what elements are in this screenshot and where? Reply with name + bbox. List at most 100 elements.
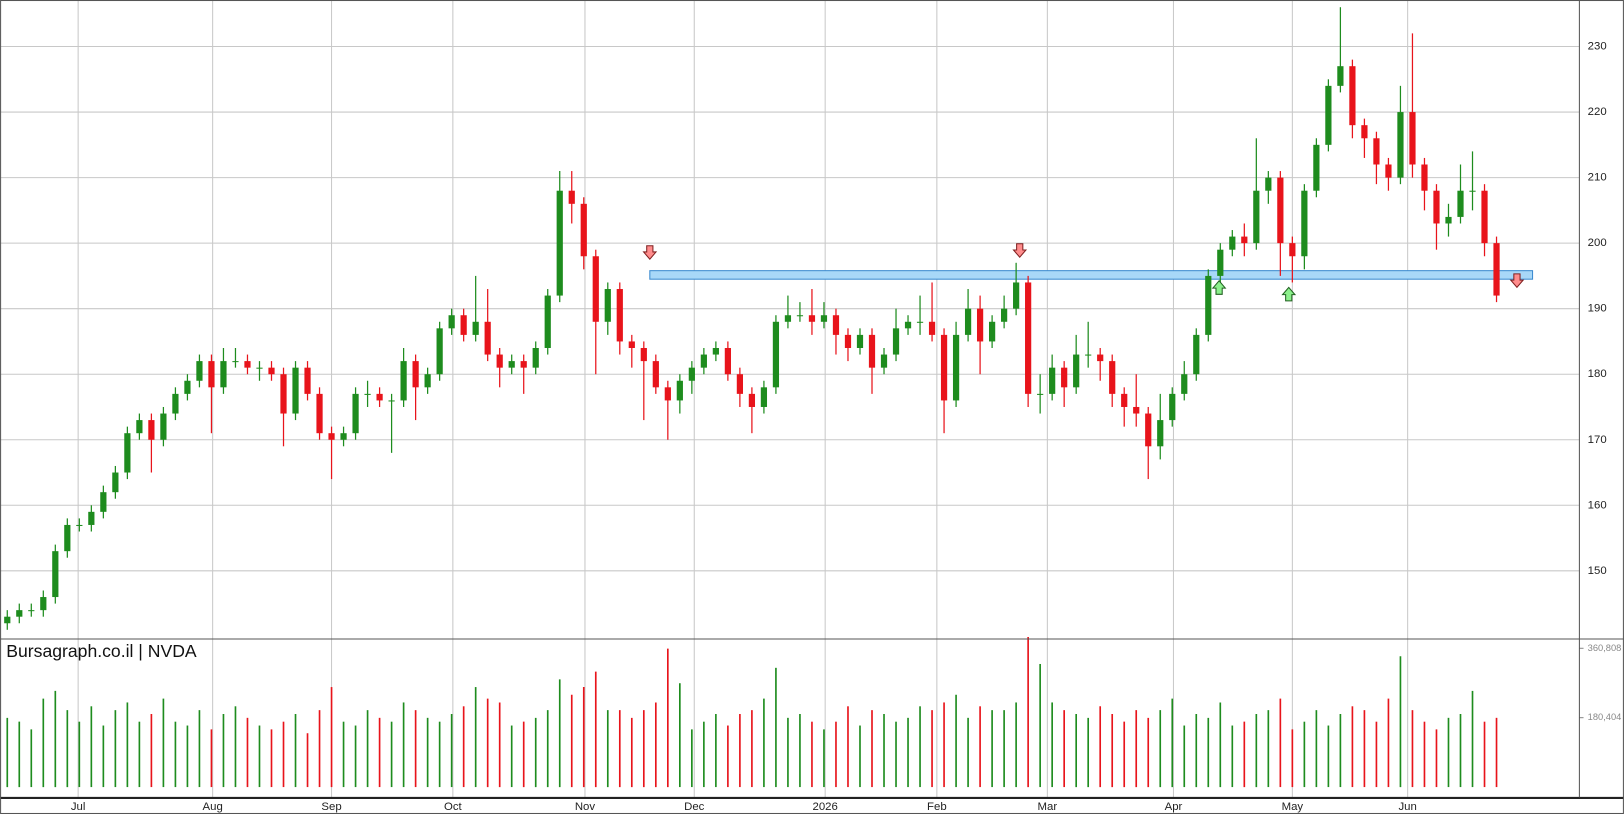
candle-body (64, 524, 71, 552)
grid (0, 0, 1584, 798)
candle-body (1421, 164, 1428, 191)
candle-body (1289, 243, 1296, 257)
candle-body (1469, 190, 1476, 192)
candle-body (1409, 112, 1416, 165)
candle-body (1193, 334, 1200, 375)
candle-body (460, 315, 467, 335)
candle-body (604, 289, 611, 322)
candle-body (148, 420, 155, 440)
candle-body (364, 393, 371, 395)
candle-body (1181, 374, 1188, 394)
candle-body (424, 374, 431, 388)
candle-body (1145, 413, 1152, 447)
x-tick-label: Jun (1398, 801, 1416, 813)
candle-body (244, 361, 251, 368)
volume-tick-label: 180,404 (1588, 712, 1622, 722)
candle-body (1109, 361, 1116, 394)
candle-body (1397, 112, 1404, 178)
candle-body (352, 393, 359, 434)
candle-body (760, 387, 768, 407)
candle-body (796, 315, 804, 317)
candle-body (184, 380, 191, 394)
resistance-zone (649, 270, 1534, 280)
candle-body (556, 190, 563, 296)
candle-body (904, 321, 912, 329)
candle-body (676, 380, 683, 401)
candle-body (976, 308, 984, 342)
candle-body (1133, 406, 1140, 414)
candle-body (844, 334, 852, 348)
candle-body (124, 433, 131, 473)
x-tick-label: 2026 (813, 801, 838, 813)
candle-body (1073, 354, 1080, 388)
candle-body (1361, 125, 1368, 139)
candle-body (112, 472, 119, 493)
candle-body (1097, 354, 1104, 362)
candle-body (988, 321, 996, 342)
candle-body (1445, 216, 1452, 224)
candle-body (1385, 164, 1392, 178)
x-tick-label: Mar (1038, 801, 1058, 813)
candle-body (16, 610, 23, 617)
candle-body (1277, 177, 1284, 244)
y-tick-label: 170 (1588, 434, 1607, 446)
signal-arrow (1281, 286, 1297, 302)
candle-body (1121, 393, 1128, 407)
y-tick-label: 160 (1588, 499, 1607, 511)
candle-body (724, 347, 731, 375)
candle-body (592, 256, 599, 322)
candle-body (340, 433, 347, 440)
candle-body (856, 334, 864, 348)
candle-body (736, 374, 743, 394)
candle-body (1061, 367, 1068, 388)
candle-body (820, 315, 828, 322)
candle-body (1241, 236, 1248, 244)
candle-body (436, 328, 443, 375)
candle-body (1085, 354, 1092, 356)
candle-body (1205, 275, 1212, 335)
candle-body (1229, 236, 1236, 250)
x-tick-label: Sep (321, 801, 341, 813)
candle-body (1265, 177, 1272, 191)
candle-body (328, 433, 335, 440)
signal-arrow (1012, 243, 1028, 259)
candle-body (100, 492, 107, 512)
candle-body (1337, 66, 1344, 86)
candle-body (928, 321, 936, 335)
candle-body (28, 610, 35, 612)
candle-body (1037, 393, 1044, 395)
candle-body (256, 367, 263, 369)
x-tick-label: Feb (927, 801, 947, 813)
candle-body (52, 551, 59, 598)
candle-body (1025, 282, 1032, 394)
candle-body (532, 347, 539, 368)
candle-body (376, 393, 383, 401)
candle-body (160, 413, 167, 440)
candle-body (1049, 367, 1056, 394)
candle-body (88, 511, 95, 525)
x-tick-label: Oct (444, 801, 463, 813)
y-tick-label: 190 (1588, 303, 1607, 315)
plot (4, 7, 1534, 788)
candle-body (496, 354, 503, 368)
candle-body (1157, 420, 1164, 447)
x-tick-label: Dec (684, 801, 705, 813)
y-tick-label: 220 (1588, 106, 1607, 118)
candle-body (412, 361, 419, 388)
candle-body (628, 341, 635, 348)
candle-body (40, 597, 47, 611)
candle-body (472, 321, 479, 335)
candle-body (712, 347, 719, 355)
y-tick-label: 180 (1588, 368, 1607, 380)
candle-body (400, 361, 407, 401)
candle-body (4, 616, 11, 624)
candle-body (1433, 190, 1440, 224)
candle-body (772, 321, 780, 388)
x-tick-label: May (1282, 801, 1304, 813)
candle-body (1373, 138, 1380, 165)
candle-body (172, 393, 179, 414)
